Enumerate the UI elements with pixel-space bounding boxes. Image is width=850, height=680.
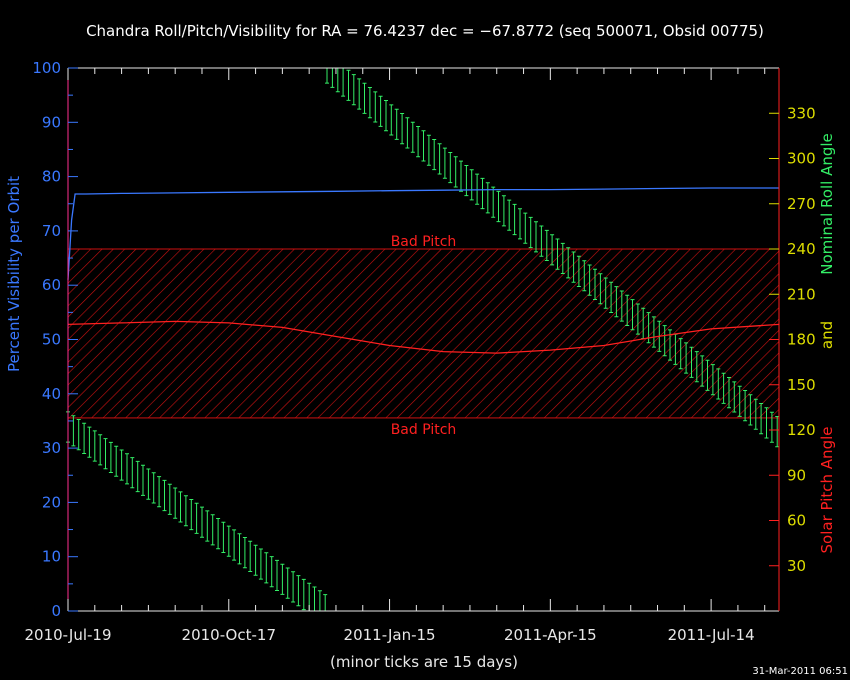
y-left-tick-label: 80 xyxy=(42,168,61,186)
x-tick-label: 2011-Apr-15 xyxy=(504,626,597,644)
x-tick-label: 2011-Jul-14 xyxy=(668,626,755,644)
roll-segment-1 xyxy=(325,67,780,448)
y-left-tick-label: 100 xyxy=(32,59,61,77)
x-tick-label: 2010-Jul-19 xyxy=(24,626,111,644)
chart-title: Chandra Roll/Pitch/Visibility for RA = 7… xyxy=(86,22,764,40)
y-left-tick-label: 30 xyxy=(42,439,61,457)
x-tick-label: 2011-Jan-15 xyxy=(344,626,436,644)
y-left-tick-label: 60 xyxy=(42,276,61,294)
bad-pitch-label-lower: Bad Pitch xyxy=(391,422,457,438)
y-right-tick-label: 300 xyxy=(787,150,816,168)
roll-angle-series xyxy=(66,67,780,612)
x-axis-ticks: 2010-Jul-19 2010-Oct-17 2011-Jan-15 2011-Ap… xyxy=(24,68,766,644)
y-right-tick-label: 210 xyxy=(787,285,816,303)
pitch-series-line xyxy=(67,320,780,354)
y-right-tick-label: 180 xyxy=(787,331,816,349)
y-right-tick-label: 30 xyxy=(787,557,806,575)
y-left-tick-label: 70 xyxy=(42,222,61,240)
y-right-tick-label: 270 xyxy=(787,195,816,213)
y-left-tick-label: 20 xyxy=(42,493,61,511)
y-right-tick-label: 240 xyxy=(787,240,816,258)
y-left-tick-label: 40 xyxy=(42,385,61,403)
visibility-series-line xyxy=(67,187,779,280)
y-right-tick-label: 90 xyxy=(787,466,806,484)
y-right-tick-label: 120 xyxy=(787,421,816,439)
timestamp: 31-Mar-2011 06:51 xyxy=(752,666,848,677)
left-axis-ticks: 0 10 20 30 40 50 60 70 80 90 100 xyxy=(32,59,78,620)
roll-segment-0 xyxy=(66,411,328,612)
y-left-tick-label: 50 xyxy=(42,331,61,349)
y-right-tick-label: 150 xyxy=(787,376,816,394)
y-axis-label-left: Percent Visibility per Orbit xyxy=(5,176,23,372)
y-left-tick-label: 90 xyxy=(42,113,61,131)
bad-pitch-band xyxy=(67,248,780,419)
y-axis-label-and: and xyxy=(818,321,836,349)
bad-pitch-label-upper: Bad Pitch xyxy=(391,234,457,250)
x-axis-label: (minor ticks are 15 days) xyxy=(330,653,518,671)
y-left-tick-label: 0 xyxy=(51,602,61,620)
y-left-tick-label: 10 xyxy=(42,548,61,566)
right-axis-ticks: 30 60 90 120 150 180 210 240 270 300 330 xyxy=(769,104,816,575)
x-tick-label: 2010-Oct-17 xyxy=(182,626,276,644)
y-right-tick-label: 60 xyxy=(787,512,806,530)
y-axis-label-pitch: Solar Pitch Angle xyxy=(818,427,836,554)
y-axis-label-roll: Nominal Roll Angle xyxy=(818,133,836,275)
y-right-tick-label: 330 xyxy=(787,104,816,122)
